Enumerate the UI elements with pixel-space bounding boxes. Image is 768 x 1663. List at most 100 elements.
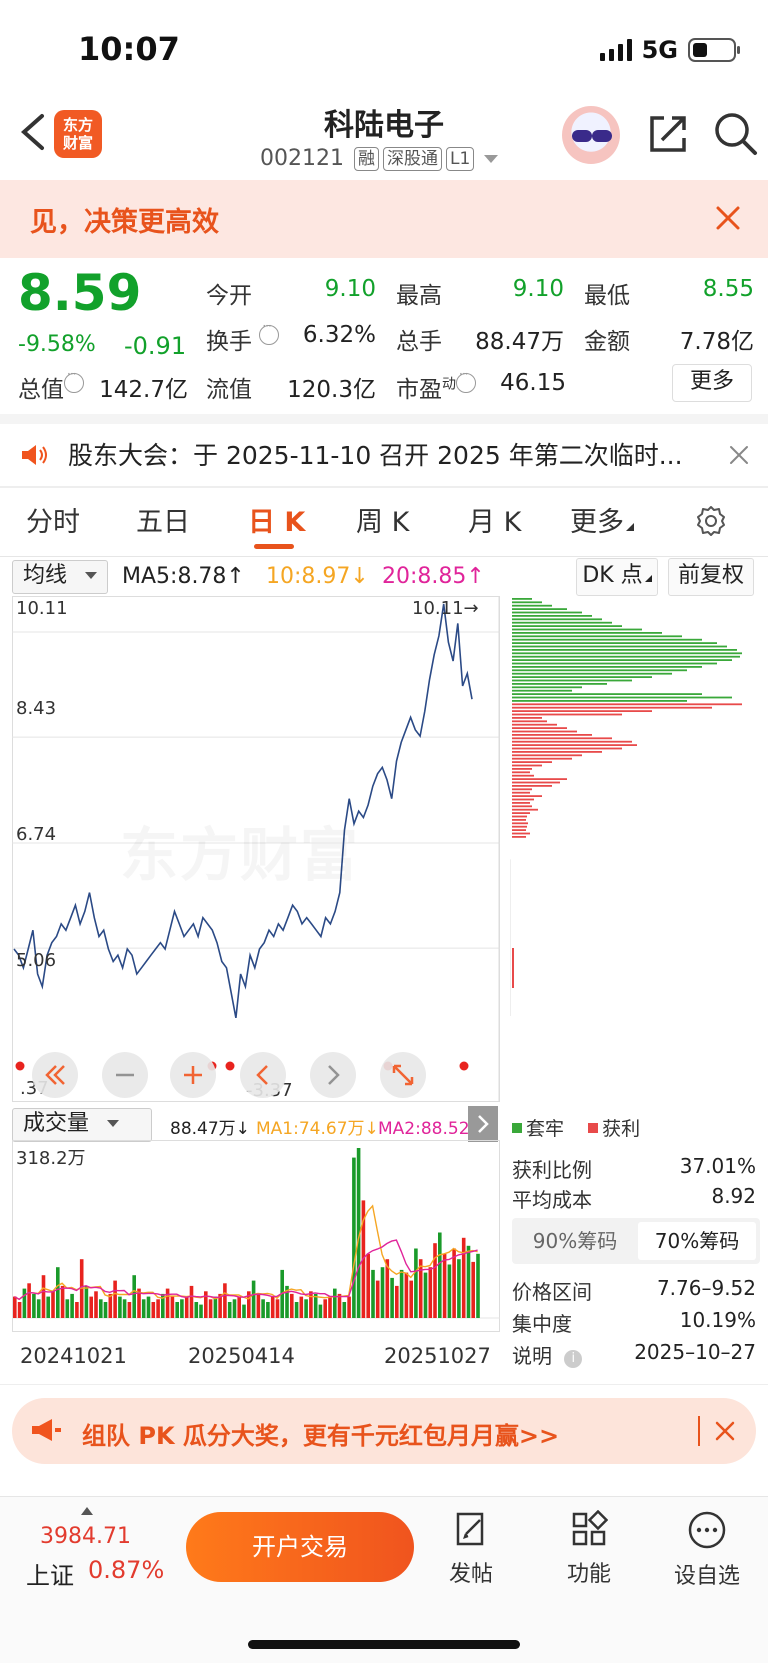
- volume-bar: [466, 1245, 471, 1318]
- tab-five-day[interactable]: 五日: [136, 507, 190, 538]
- close-icon[interactable]: [728, 444, 750, 466]
- chip-bar-profit: [512, 761, 552, 763]
- legend-profit: 获利: [602, 1118, 641, 1140]
- volume-chart-frame[interactable]: [12, 1140, 500, 1332]
- add-watchlist-button[interactable]: 设自选: [662, 1510, 752, 1590]
- news-headline[interactable]: 股东大会：于 2025-11-10 召开 2025 年第二次临时...: [68, 441, 683, 470]
- share-icon[interactable]: [646, 112, 690, 156]
- network-type: 5G: [641, 36, 678, 64]
- index-name[interactable]: 上证: [26, 1562, 74, 1590]
- adjust-button[interactable]: 前复权: [668, 558, 754, 596]
- tab-more[interactable]: 更多: [570, 500, 634, 539]
- tab-daily-k[interactable]: 日 K: [248, 507, 306, 538]
- chip-90-option[interactable]: 90%筹码: [532, 1229, 618, 1253]
- index-value[interactable]: 3984.71: [40, 1524, 131, 1549]
- scroll-left-fast-button[interactable]: [32, 1052, 78, 1098]
- volume-bar: [36, 1299, 41, 1318]
- volume-indicator-selector[interactable]: 成交量: [12, 1108, 152, 1142]
- tab-weekly-k[interactable]: 周 K: [356, 507, 410, 538]
- banner-text: 见，决策更高效: [30, 207, 219, 238]
- assistant-robot-icon[interactable]: [562, 106, 620, 164]
- volume-bar: [17, 1302, 22, 1318]
- volume-ma2-line: [14, 1239, 478, 1301]
- change-percent: -9.58%: [18, 332, 96, 357]
- volume-bar: [385, 1259, 390, 1318]
- chevron-right-icon: [328, 1065, 340, 1085]
- amount-label: 金额: [584, 329, 630, 355]
- close-icon[interactable]: [712, 202, 744, 234]
- grid-icon: [572, 1510, 608, 1546]
- volume-bar: [22, 1288, 27, 1318]
- kline-chart[interactable]: [12, 596, 500, 1102]
- chip-bar-hold: [512, 655, 740, 658]
- chip-bar-hold: [512, 618, 602, 621]
- profit-ratio-value: 37.01%: [679, 1154, 756, 1178]
- status-time: 10:07: [78, 30, 180, 68]
- volume-bar: [266, 1302, 270, 1318]
- back-icon[interactable]: [16, 112, 50, 152]
- app-logo[interactable]: 东方财富: [54, 110, 102, 158]
- volume-bar: [32, 1293, 36, 1318]
- search-icon[interactable]: [712, 110, 758, 156]
- note-label-text: 说明: [512, 1344, 552, 1368]
- index-change[interactable]: 0.87%: [88, 1556, 165, 1584]
- chip-bar-hold: [512, 683, 607, 685]
- scroll-left-button[interactable]: [240, 1052, 286, 1098]
- tab-monthly-k[interactable]: 月 K: [468, 507, 522, 538]
- indicator-selector-label: 均线: [23, 563, 68, 588]
- volume-bar: [146, 1296, 151, 1318]
- chip-bar-hold: [512, 672, 672, 675]
- legend-hold: 套牢: [526, 1118, 565, 1140]
- open-account-trade-button[interactable]: 开户交易: [186, 1512, 414, 1582]
- avg-cost-label: 平均成本: [512, 1188, 592, 1212]
- panel-toggle-button[interactable]: [468, 1106, 498, 1142]
- functions-button[interactable]: 功能: [544, 1510, 634, 1588]
- chip-distribution-chart[interactable]: [510, 596, 760, 1016]
- volume-bar: [418, 1259, 423, 1318]
- chip-bar-hold: [512, 666, 702, 668]
- promo-pill[interactable]: [12, 1398, 756, 1464]
- dk-point-button[interactable]: DK 点: [576, 558, 658, 596]
- chip-bar-hold: [512, 693, 702, 695]
- chip-bar-hold: [512, 608, 567, 610]
- tab-intraday[interactable]: 分时: [26, 507, 80, 538]
- volume-chart[interactable]: [12, 1140, 500, 1332]
- volume-bar: [304, 1299, 308, 1318]
- note-label[interactable]: 说明 i: [512, 1340, 583, 1369]
- promo-banner[interactable]: [0, 180, 768, 258]
- volume-bar: [122, 1299, 127, 1318]
- fullscreen-button[interactable]: [380, 1052, 426, 1098]
- stock-subline[interactable]: 002121 融 深股通 L1: [260, 146, 499, 171]
- pe-label[interactable]: 市盈动: [396, 367, 476, 404]
- scroll-right-button[interactable]: [310, 1052, 356, 1098]
- chip-bar-hold: [512, 689, 572, 692]
- chip-bar-profit: [512, 805, 532, 808]
- active-tab-indicator: [254, 544, 294, 549]
- x-tick-label: 20251027: [384, 1344, 491, 1368]
- chip-bar-profit: [512, 948, 514, 988]
- chip-bar-profit: [512, 744, 637, 746]
- volume-bar: [423, 1272, 428, 1318]
- gear-icon[interactable]: [694, 504, 728, 538]
- zoom-out-button[interactable]: [102, 1052, 148, 1098]
- zoom-in-button[interactable]: [170, 1052, 216, 1098]
- volume-bar: [89, 1296, 93, 1318]
- info-icon: i: [564, 1350, 583, 1368]
- chip-bar-profit: [512, 778, 567, 780]
- chip-70-option[interactable]: 70%筹码: [638, 1222, 756, 1260]
- chip-bar-profit: [512, 764, 542, 767]
- status-indicators: 5G: [599, 36, 740, 64]
- volume-bar: [56, 1267, 60, 1318]
- volume-bar: [409, 1280, 413, 1318]
- promo-text: 组队 PK 瓜分大奖，更有千元红包月月赢>>: [82, 1422, 560, 1450]
- more-button[interactable]: 更多: [672, 364, 752, 402]
- volume-bar: [199, 1304, 203, 1318]
- volume-bar: [227, 1302, 232, 1318]
- close-icon[interactable]: [714, 1420, 736, 1442]
- mktcap-label[interactable]: 总值: [18, 367, 84, 404]
- pe-label-text: 市盈: [396, 377, 442, 403]
- indicator-selector[interactable]: 均线: [12, 560, 109, 594]
- turnover-label[interactable]: 换手: [206, 319, 280, 356]
- chip-bar-profit: [512, 829, 526, 831]
- post-button[interactable]: 发帖: [426, 1510, 516, 1588]
